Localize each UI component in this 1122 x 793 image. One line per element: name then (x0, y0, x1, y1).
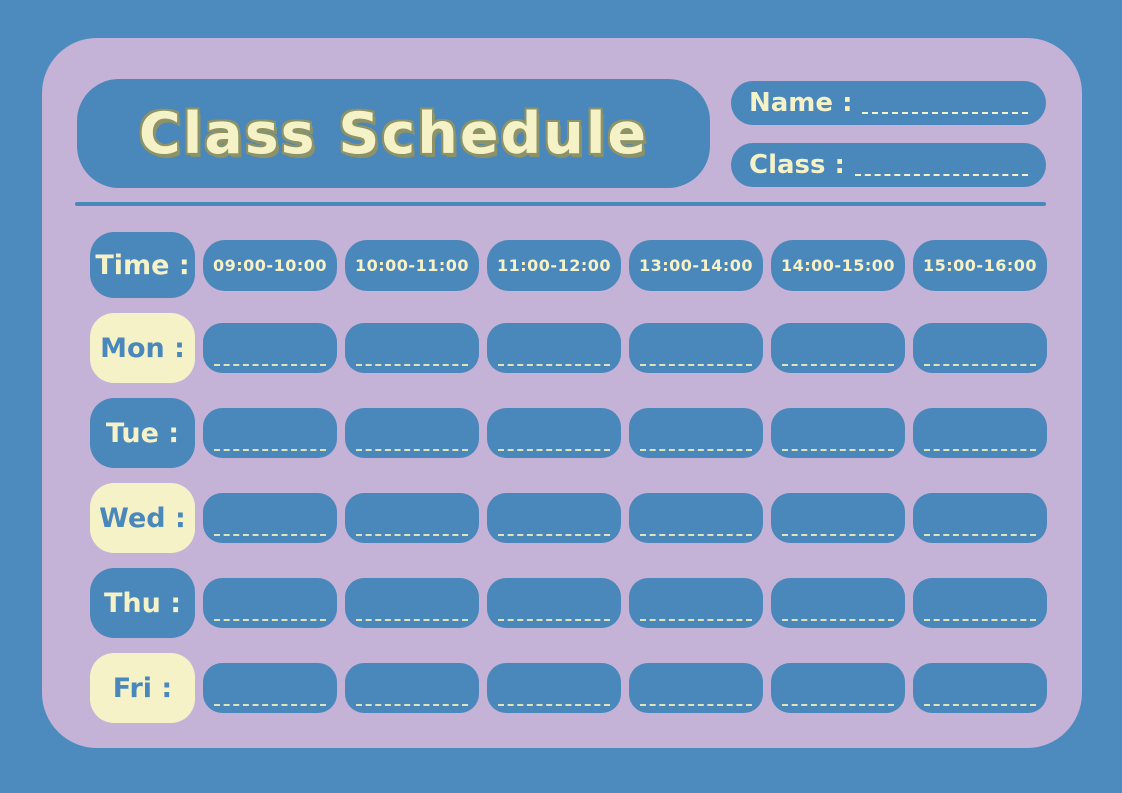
schedule-cell-fri-3[interactable] (487, 663, 621, 713)
class-field[interactable]: Class : (731, 143, 1046, 187)
time-slot-label: 10:00-11:00 (345, 239, 479, 291)
schedule-cell-fri-4[interactable] (629, 663, 763, 713)
schedule-cell-mon-3[interactable] (487, 323, 621, 373)
schedule-cell-tue-1[interactable] (203, 408, 337, 458)
schedule-cell-mon-6[interactable] (913, 323, 1047, 373)
schedule-cell-wed-1[interactable] (203, 493, 337, 543)
schedule-cell-mon-5[interactable] (771, 323, 905, 373)
time-slot-label: 15:00-16:00 (913, 239, 1047, 291)
day-label-fri: Fri : (90, 653, 195, 723)
time-slot-label: 09:00-10:00 (203, 239, 337, 291)
schedule-cell-fri-5[interactable] (771, 663, 905, 713)
class-label: Class : (749, 150, 845, 180)
day-label-wed: Wed : (90, 483, 195, 553)
time-slot-label: 13:00-14:00 (629, 239, 763, 291)
time-slot-label: 11:00-12:00 (487, 239, 621, 291)
schedule-cell-mon-4[interactable] (629, 323, 763, 373)
schedule-cell-wed-2[interactable] (345, 493, 479, 543)
schedule-cell-thu-1[interactable] (203, 578, 337, 628)
schedule-cell-fri-1[interactable] (203, 663, 337, 713)
name-label: Name : (749, 88, 853, 118)
day-label-mon: Mon : (90, 313, 195, 383)
schedule-cell-wed-5[interactable] (771, 493, 905, 543)
title-banner: Class Schedule (77, 79, 710, 188)
schedule-cell-wed-4[interactable] (629, 493, 763, 543)
class-input-line[interactable] (854, 154, 1028, 176)
name-field[interactable]: Name : (731, 81, 1046, 125)
schedule-cell-thu-5[interactable] (771, 578, 905, 628)
schedule-cell-tue-4[interactable] (629, 408, 763, 458)
schedule-cell-thu-3[interactable] (487, 578, 621, 628)
schedule-cell-tue-6[interactable] (913, 408, 1047, 458)
divider (75, 202, 1046, 206)
schedule-cell-tue-3[interactable] (487, 408, 621, 458)
schedule-cell-wed-3[interactable] (487, 493, 621, 543)
schedule-cell-fri-6[interactable] (913, 663, 1047, 713)
schedule-cell-tue-5[interactable] (771, 408, 905, 458)
name-input-line[interactable] (862, 92, 1028, 114)
schedule-cell-fri-2[interactable] (345, 663, 479, 713)
schedule-cell-wed-6[interactable] (913, 493, 1047, 543)
day-label-tue: Tue : (90, 398, 195, 468)
schedule-card: Class Schedule Name : Class : Time : 09:… (42, 38, 1082, 748)
day-label-thu: Thu : (90, 568, 195, 638)
time-header-label: Time : (90, 232, 195, 298)
schedule-grid: Time : 09:00-10:00 10:00-11:00 11:00-12:… (90, 232, 1047, 723)
schedule-cell-thu-6[interactable] (913, 578, 1047, 628)
schedule-cell-mon-2[interactable] (345, 323, 479, 373)
time-slot-label: 14:00-15:00 (771, 239, 905, 291)
schedule-cell-mon-1[interactable] (203, 323, 337, 373)
page-title: Class Schedule (138, 100, 649, 167)
schedule-cell-thu-4[interactable] (629, 578, 763, 628)
schedule-cell-tue-2[interactable] (345, 408, 479, 458)
schedule-cell-thu-2[interactable] (345, 578, 479, 628)
